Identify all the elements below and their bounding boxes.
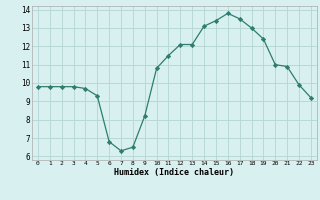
X-axis label: Humidex (Indice chaleur): Humidex (Indice chaleur): [115, 168, 234, 177]
